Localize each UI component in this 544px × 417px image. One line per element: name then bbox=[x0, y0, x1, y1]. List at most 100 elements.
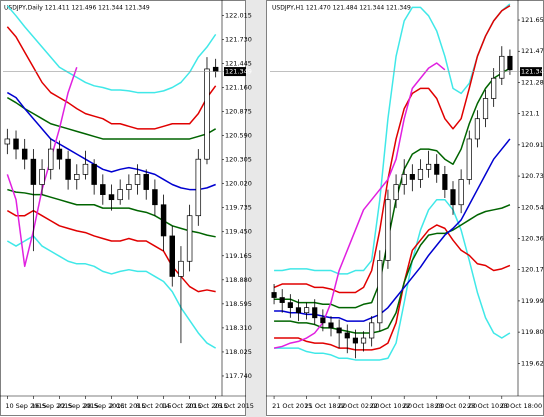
candle-body bbox=[482, 98, 489, 120]
y-tick-label: 120.305 bbox=[225, 156, 252, 164]
y-tick-label: 117.740 bbox=[225, 372, 252, 380]
y-tick-label: 118.595 bbox=[225, 300, 252, 308]
candle-body bbox=[108, 194, 115, 201]
last-price-box bbox=[520, 67, 542, 77]
x-tick-label: 22 Oct 18:00 bbox=[402, 402, 444, 410]
x-tick-label: 23 Oct 18:00 bbox=[500, 402, 542, 410]
candle-body bbox=[320, 317, 326, 324]
x-tick-label: 8 Oct 2015 bbox=[136, 402, 172, 410]
last-price-box bbox=[224, 67, 246, 77]
y-tick-label: 118.880 bbox=[225, 276, 252, 284]
y-tick-label: 118.310 bbox=[225, 324, 252, 332]
candle-body bbox=[417, 168, 424, 180]
indicator-line bbox=[274, 67, 511, 309]
y-tick-label: 120.36 bbox=[521, 234, 544, 242]
x-tick-label: 10 Sep 2015 bbox=[5, 402, 46, 410]
chart-title: USDJPY,H1 121.470 121.484 121.344 121.34… bbox=[272, 5, 411, 12]
x-tick-label: 23 Oct 02:00 bbox=[435, 402, 477, 410]
y-tick-label: 119.450 bbox=[225, 228, 252, 236]
candle-body bbox=[48, 148, 54, 170]
candle-body bbox=[499, 55, 505, 79]
y-tick-label: 119.99 bbox=[521, 297, 544, 305]
candle-body bbox=[134, 174, 141, 185]
y-tick-label: 120.590 bbox=[225, 132, 252, 140]
candle-body bbox=[369, 322, 375, 339]
last-price-label: 121.349 bbox=[521, 68, 544, 76]
candle-body bbox=[393, 184, 399, 201]
y-tick-label: 120.915 bbox=[521, 141, 544, 149]
candle-body bbox=[82, 163, 89, 175]
candle-body bbox=[117, 189, 123, 201]
candle-body bbox=[143, 174, 149, 190]
indicator-line bbox=[274, 224, 511, 351]
indicator-line bbox=[273, 5, 511, 294]
candle-body bbox=[13, 138, 19, 150]
x-tick-label: 14 Oct 2015 bbox=[162, 402, 202, 410]
y-tick-label: 121.730 bbox=[225, 35, 252, 43]
y-tick-label: 120.875 bbox=[225, 108, 252, 116]
x-tick-label: 21 Oct 2015 bbox=[272, 402, 312, 410]
x-tick-label: 26 Oct 2015 bbox=[214, 402, 254, 410]
x-tick-label: 2 Oct 2015 bbox=[110, 402, 146, 410]
candle-body bbox=[434, 163, 440, 175]
candle-body bbox=[466, 138, 472, 180]
y-tick-label: 121.1 bbox=[521, 110, 540, 118]
x-tick-label: 20 Oct 2015 bbox=[188, 402, 228, 410]
indicator-line bbox=[6, 91, 216, 191]
candle-body bbox=[401, 174, 407, 185]
candle-body bbox=[344, 332, 350, 339]
candle-body bbox=[21, 148, 28, 160]
candle-body bbox=[169, 235, 175, 277]
candle-body bbox=[304, 307, 310, 314]
candle-body bbox=[126, 184, 132, 190]
candle-body bbox=[328, 322, 334, 329]
candle-body bbox=[271, 292, 277, 298]
candle-body bbox=[426, 163, 432, 170]
candle-body bbox=[56, 148, 63, 160]
candle-body bbox=[204, 68, 210, 160]
y-tick-label: 120.73 bbox=[521, 172, 544, 180]
x-tick-label: 16 Sep 2015 bbox=[31, 402, 72, 410]
y-tick-label: 118.025 bbox=[225, 348, 252, 356]
indicator-line bbox=[274, 204, 511, 334]
candle-body bbox=[186, 215, 193, 262]
candle-body bbox=[360, 337, 367, 344]
candle-body bbox=[212, 66, 219, 72]
indicator-line bbox=[6, 26, 217, 130]
candle-body bbox=[65, 158, 71, 180]
indicator-line bbox=[274, 198, 511, 361]
candle-body bbox=[100, 184, 106, 195]
left-window-frame bbox=[0, 0, 246, 416]
x-tick-label: 23 Oct 10:00 bbox=[467, 402, 509, 410]
indicator-line bbox=[6, 5, 217, 94]
candle-body bbox=[287, 302, 293, 309]
candle-body bbox=[160, 204, 167, 237]
x-tick-label: 28 Sep 2015 bbox=[83, 402, 124, 410]
window-separator bbox=[246, 0, 266, 417]
candle-body bbox=[352, 337, 358, 344]
indicator-line bbox=[6, 96, 217, 140]
y-tick-label: 119.805 bbox=[521, 328, 544, 336]
candle-body bbox=[178, 260, 184, 277]
y-tick-label: 121.445 bbox=[225, 59, 252, 67]
candle-body bbox=[91, 163, 97, 185]
y-tick-label: 121.655 bbox=[521, 16, 544, 24]
y-tick-label: 119.735 bbox=[225, 204, 252, 212]
y-tick-label: 119.165 bbox=[225, 252, 252, 260]
candle-body bbox=[195, 158, 202, 217]
y-tick-label: 120.020 bbox=[225, 180, 252, 188]
candle-body bbox=[507, 55, 513, 71]
chart-title: USDJPY,Daily 121.411 121.496 121.344 121… bbox=[4, 5, 150, 12]
x-tick-label: 21 Oct 18:00 bbox=[305, 402, 347, 410]
indicator-line bbox=[274, 3, 511, 275]
candle-body bbox=[312, 307, 318, 319]
candle-body bbox=[377, 260, 383, 324]
candle-body bbox=[74, 174, 80, 180]
last-price-label: 121.349 bbox=[225, 68, 252, 76]
candle-body bbox=[458, 179, 464, 206]
y-tick-label: 121.160 bbox=[225, 84, 252, 92]
indicator-line bbox=[273, 62, 446, 349]
